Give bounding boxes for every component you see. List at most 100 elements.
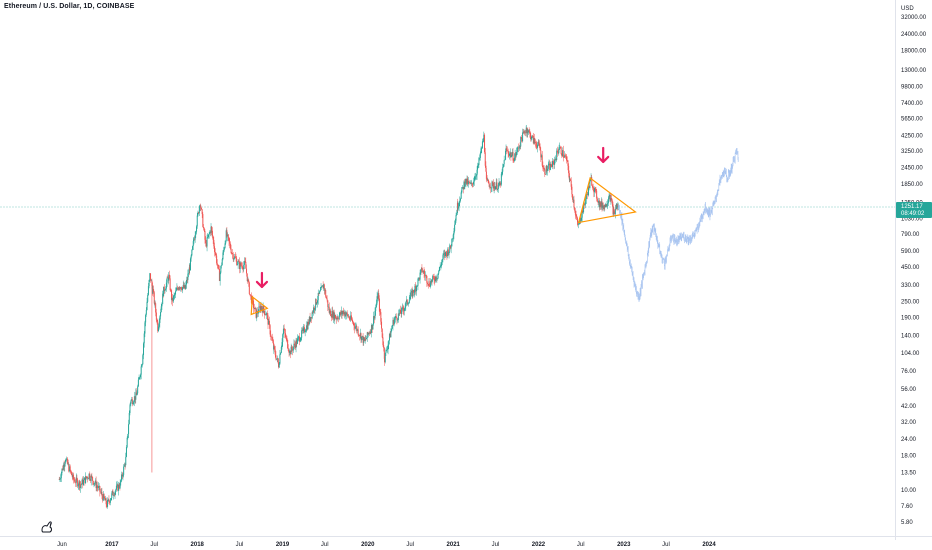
candle (196, 215, 198, 227)
candle (495, 182, 497, 187)
candle (285, 337, 287, 338)
candle (128, 412, 130, 425)
price-axis[interactable]: 32000.00 24000.00 18000.00 13000.00 9800.00 7… (901, 15, 927, 526)
symbol-title[interactable]: Ethereum / U.S. Dollar, 1D, COINBASE (4, 3, 135, 10)
candle (168, 274, 170, 279)
candle (105, 498, 107, 505)
candle (584, 204, 586, 205)
candle (159, 316, 161, 323)
candle (598, 200, 600, 203)
candle (82, 479, 84, 485)
candle (188, 267, 190, 274)
candle (552, 161, 554, 162)
candle (108, 499, 110, 502)
candle (432, 276, 434, 280)
price-tick-label: 1850.00 (901, 182, 923, 188)
candle (337, 317, 339, 319)
price-tick-label: 5.80 (901, 520, 913, 526)
candle (452, 234, 454, 239)
candle (545, 166, 547, 175)
candle (590, 178, 592, 182)
candle (532, 135, 534, 144)
candle (490, 186, 492, 189)
candle (603, 204, 605, 209)
price-tick-label: 7400.00 (901, 101, 923, 107)
candle (75, 477, 77, 483)
candle (248, 282, 250, 295)
candle (312, 312, 314, 313)
candle (515, 153, 517, 156)
candle (608, 194, 610, 198)
time-tick-label: Jul (150, 542, 158, 548)
candle (227, 234, 229, 237)
candle (383, 347, 385, 359)
candle (590, 177, 592, 179)
candle (94, 483, 96, 484)
candle (395, 316, 397, 318)
time-tick-label: 2023 (617, 542, 631, 548)
price-tick-label: 7.60 (901, 504, 913, 510)
candle (610, 198, 612, 201)
time-tick-label: 2020 (361, 542, 375, 548)
candle (560, 147, 562, 154)
candle (234, 256, 236, 258)
candle (198, 212, 200, 214)
candle (244, 261, 246, 262)
candle (205, 239, 207, 244)
candle (240, 262, 242, 266)
candle (608, 197, 610, 200)
candle (369, 331, 371, 334)
candle (594, 188, 596, 189)
candle (179, 287, 181, 289)
candle (441, 259, 443, 263)
candle (145, 314, 147, 323)
candle (189, 267, 191, 271)
candle (399, 309, 401, 314)
candle (430, 281, 432, 283)
candle (575, 214, 577, 217)
candle (513, 160, 515, 162)
candle (498, 182, 500, 185)
candle (190, 255, 192, 259)
candle (356, 326, 358, 331)
candle (102, 494, 104, 501)
candle (617, 206, 619, 208)
candle (559, 146, 561, 148)
time-axis[interactable]: Jun 2017 Jul 2018 Jul 2019 Jul 2020 Jul 2021 Jul 20… (57, 542, 716, 548)
candle (350, 315, 352, 320)
candle (118, 484, 120, 491)
candle (544, 169, 546, 175)
candle (420, 269, 422, 273)
candle (225, 240, 227, 244)
price-tick-label: 790.00 (901, 232, 920, 238)
candle (255, 309, 257, 318)
candle (505, 148, 507, 151)
candle (441, 262, 443, 267)
candle (294, 343, 296, 346)
candle (176, 287, 178, 291)
candle (549, 163, 551, 170)
candle (453, 231, 455, 235)
candle (311, 312, 313, 319)
candle (139, 374, 141, 378)
candle (410, 292, 412, 297)
candle (135, 392, 137, 396)
candle (97, 487, 99, 488)
candle (406, 299, 408, 304)
candle (313, 307, 315, 310)
candle (297, 337, 299, 339)
candle (160, 312, 162, 317)
candle (352, 322, 354, 323)
candle (185, 279, 187, 285)
candle (303, 327, 305, 333)
candle (68, 463, 70, 472)
candle (458, 202, 460, 207)
candle (78, 481, 80, 486)
tradingview-logo-icon[interactable] (41, 521, 52, 533)
candle (477, 165, 479, 170)
candle (287, 339, 289, 349)
candle (335, 314, 337, 319)
candle (327, 300, 329, 307)
candle (185, 284, 187, 289)
